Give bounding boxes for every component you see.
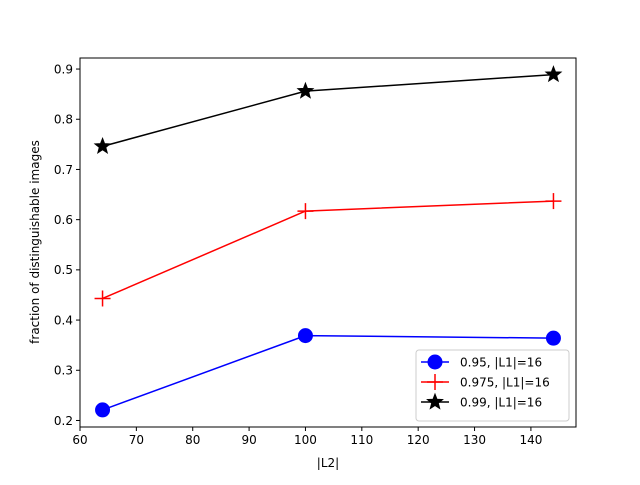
y-tick-label: 0.9 xyxy=(54,62,73,76)
data-point-marker xyxy=(297,203,314,220)
y-tick-label: 0.4 xyxy=(54,313,73,327)
series-line xyxy=(102,73,554,148)
x-tick-label: 70 xyxy=(129,433,144,447)
x-tick-label: 140 xyxy=(519,433,542,447)
series-3 xyxy=(93,65,563,154)
y-tick-label: 0.6 xyxy=(54,213,73,227)
legend-item: 0.99, |L1|=16 xyxy=(421,392,542,410)
data-point-marker xyxy=(93,136,112,154)
legend-label: 0.975, |L1|=16 xyxy=(460,375,550,389)
legend-item: 0.95, |L1|=16 xyxy=(421,354,542,370)
data-point-marker xyxy=(94,290,111,307)
legend-label: 0.95, |L1|=16 xyxy=(460,355,542,369)
y-axis-label: fraction of distinguishable images xyxy=(28,140,42,344)
legend-marker xyxy=(426,392,444,410)
y-tick-label: 0.5 xyxy=(54,263,73,277)
x-tick-label: 130 xyxy=(463,433,486,447)
x-tick-label: 80 xyxy=(185,433,200,447)
data-point-marker xyxy=(545,193,562,210)
data-point-marker xyxy=(545,330,561,346)
x-tick-label: 90 xyxy=(241,433,256,447)
legend-item: 0.975, |L1|=16 xyxy=(421,374,550,390)
legend-frame xyxy=(415,349,570,422)
x-axis: 60 70 80 90 100 110 120 130 140 xyxy=(72,427,542,447)
legend-label: 0.99, |L1|=16 xyxy=(460,395,542,409)
y-tick-label: 0.8 xyxy=(54,113,73,127)
plot-frame xyxy=(79,57,577,428)
data-point-marker xyxy=(296,81,315,99)
y-axis: 0.2 0.3 0.4 0.5 0.6 0.7 0.8 0.9 xyxy=(54,62,80,428)
x-axis-label: |L2| xyxy=(317,456,339,470)
x-tick-label: 100 xyxy=(294,433,317,447)
data-point-marker xyxy=(544,65,563,83)
y-tick-label: 0.2 xyxy=(54,414,73,428)
data-point-marker xyxy=(297,328,313,344)
data-point-marker xyxy=(95,402,111,418)
series-layer xyxy=(93,65,563,418)
y-tick-label: 0.7 xyxy=(54,163,73,177)
series-1 xyxy=(95,328,561,418)
series-2 xyxy=(94,193,562,307)
legend-marker xyxy=(427,354,443,370)
legend-marker xyxy=(427,374,443,390)
y-tick-label: 0.3 xyxy=(54,364,73,378)
x-tick-label: 120 xyxy=(407,433,430,447)
x-tick-label: 110 xyxy=(350,433,373,447)
series-line xyxy=(102,200,554,300)
legend: 0.95, |L1|=16 0.975, |L1|=16 0.99, |L1|=16 xyxy=(415,349,570,422)
x-tick-label: 60 xyxy=(72,433,87,447)
